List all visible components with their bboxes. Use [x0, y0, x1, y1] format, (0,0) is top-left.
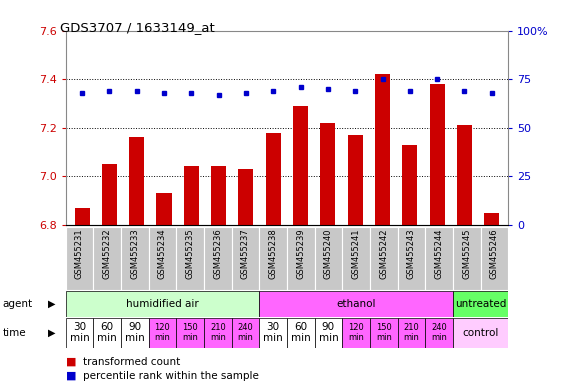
Text: ■: ■: [66, 357, 76, 367]
Bar: [66, 227, 93, 290]
Text: GSM455244: GSM455244: [435, 228, 444, 279]
Text: control: control: [463, 328, 498, 338]
Bar: [457, 125, 472, 225]
Text: GDS3707 / 1633149_at: GDS3707 / 1633149_at: [60, 21, 215, 34]
Bar: [342, 227, 370, 290]
Bar: [429, 84, 445, 225]
Text: 90
min: 90 min: [125, 322, 144, 343]
Text: ■: ■: [66, 371, 76, 381]
Text: agent: agent: [3, 299, 33, 309]
Bar: [93, 318, 121, 348]
Bar: [481, 227, 508, 290]
Bar: [232, 318, 259, 348]
Bar: [425, 227, 453, 290]
Bar: [259, 291, 453, 317]
Bar: [129, 137, 144, 225]
Bar: [266, 132, 281, 225]
Bar: [375, 74, 390, 225]
Bar: [453, 291, 508, 317]
Text: GSM455231: GSM455231: [75, 228, 84, 279]
Text: GSM455240: GSM455240: [324, 228, 333, 279]
Text: 30
min: 30 min: [70, 322, 90, 343]
Text: 90
min: 90 min: [319, 322, 338, 343]
Bar: [348, 135, 363, 225]
Text: GSM455232: GSM455232: [103, 228, 112, 279]
Text: GSM455245: GSM455245: [462, 228, 471, 279]
Text: time: time: [3, 328, 26, 338]
Bar: [121, 318, 148, 348]
Text: GSM455239: GSM455239: [296, 228, 305, 279]
Bar: [93, 227, 121, 290]
Bar: [239, 169, 254, 225]
Text: GSM455237: GSM455237: [241, 228, 250, 279]
Bar: [75, 208, 90, 225]
Text: GSM455242: GSM455242: [379, 228, 388, 279]
Bar: [370, 318, 397, 348]
Text: 210
min: 210 min: [404, 323, 419, 342]
Text: ▶: ▶: [47, 299, 55, 309]
Bar: [156, 193, 171, 225]
Bar: [397, 227, 425, 290]
Bar: [315, 318, 342, 348]
Text: GSM455234: GSM455234: [158, 228, 167, 279]
Bar: [484, 212, 499, 225]
Text: 60
min: 60 min: [291, 322, 311, 343]
Text: 30
min: 30 min: [263, 322, 283, 343]
Text: transformed count: transformed count: [83, 357, 180, 367]
Text: 150
min: 150 min: [376, 323, 392, 342]
Bar: [293, 106, 308, 225]
Bar: [287, 227, 315, 290]
Text: humidified air: humidified air: [126, 299, 199, 309]
Text: 150
min: 150 min: [182, 323, 198, 342]
Text: 120
min: 120 min: [348, 323, 364, 342]
Text: 240
min: 240 min: [431, 323, 447, 342]
Text: GSM455246: GSM455246: [490, 228, 499, 279]
Bar: [315, 227, 342, 290]
Bar: [66, 291, 259, 317]
Text: GSM455241: GSM455241: [352, 228, 360, 279]
Text: percentile rank within the sample: percentile rank within the sample: [83, 371, 259, 381]
Bar: [259, 227, 287, 290]
Text: 60
min: 60 min: [97, 322, 117, 343]
Bar: [453, 227, 481, 290]
Text: GSM455235: GSM455235: [186, 228, 195, 279]
Bar: [403, 145, 417, 225]
Bar: [370, 227, 397, 290]
Text: GSM455236: GSM455236: [214, 228, 222, 279]
Text: 120
min: 120 min: [155, 323, 170, 342]
Bar: [320, 123, 335, 225]
Bar: [204, 318, 232, 348]
Text: untreated: untreated: [455, 299, 506, 309]
Bar: [66, 318, 93, 348]
Bar: [148, 318, 176, 348]
Text: ethanol: ethanol: [336, 299, 376, 309]
Text: 210
min: 210 min: [210, 323, 226, 342]
Bar: [204, 227, 232, 290]
Bar: [287, 318, 315, 348]
Bar: [211, 167, 226, 225]
Bar: [232, 227, 259, 290]
Text: GSM455238: GSM455238: [268, 228, 278, 279]
Bar: [342, 318, 370, 348]
Bar: [259, 318, 287, 348]
Text: ▶: ▶: [47, 328, 55, 338]
Bar: [148, 227, 176, 290]
Bar: [397, 318, 425, 348]
Bar: [102, 164, 117, 225]
Bar: [453, 318, 508, 348]
Text: GSM455233: GSM455233: [130, 228, 139, 279]
Text: GSM455243: GSM455243: [407, 228, 416, 279]
Bar: [425, 318, 453, 348]
Text: 240
min: 240 min: [238, 323, 254, 342]
Bar: [176, 318, 204, 348]
Bar: [184, 167, 199, 225]
Bar: [176, 227, 204, 290]
Bar: [121, 227, 148, 290]
